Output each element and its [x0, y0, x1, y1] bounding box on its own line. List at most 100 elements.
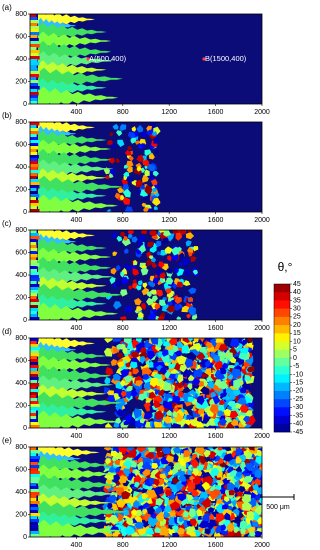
grain — [117, 447, 127, 452]
grain — [126, 385, 133, 393]
chill-grain — [30, 534, 39, 537]
chill-grain — [30, 170, 40, 174]
grain — [188, 296, 193, 302]
chill-grain — [30, 410, 37, 414]
chill-grain — [30, 188, 37, 192]
grain — [161, 349, 169, 357]
chill-grain — [30, 462, 38, 466]
grain — [245, 414, 256, 426]
grain — [165, 455, 174, 462]
x-tick-label: 400 — [71, 542, 83, 549]
grain — [111, 532, 119, 537]
colorbar-cell — [274, 349, 290, 359]
y-tick-label: 600 — [15, 249, 27, 256]
grain — [177, 374, 184, 384]
x-tick-label: 400 — [71, 217, 83, 224]
panel-label: (a) — [2, 3, 12, 12]
chill-grain — [30, 173, 38, 177]
chill-grain — [30, 65, 37, 69]
grain — [150, 338, 159, 345]
chill-grain — [30, 498, 37, 502]
chill-grain — [30, 80, 39, 84]
y-tick-label: 400 — [15, 272, 27, 279]
y-tick-label: 800 — [15, 227, 27, 234]
grain — [183, 280, 191, 286]
chill-grain — [30, 254, 38, 258]
grain — [176, 527, 184, 535]
y-tick-label: 600 — [15, 357, 27, 364]
chill-grain — [30, 230, 37, 234]
grain — [138, 235, 146, 242]
grain — [239, 519, 248, 530]
chill-grain — [30, 257, 37, 261]
chill-grain — [30, 278, 40, 282]
grain — [108, 494, 118, 503]
chill-grain — [30, 140, 40, 144]
x-tick-label: 1600 — [208, 325, 224, 332]
grain — [246, 510, 255, 518]
chill-grain — [30, 236, 40, 240]
chill-grain — [30, 32, 40, 36]
grain — [209, 398, 215, 406]
grain — [104, 376, 111, 385]
chill-grain — [30, 392, 38, 396]
grain — [231, 368, 242, 380]
annotation-label: A(500,400) — [89, 54, 127, 63]
grain — [208, 507, 215, 514]
grain — [193, 338, 199, 343]
grain — [233, 379, 242, 390]
grain — [179, 364, 187, 373]
grain — [147, 241, 154, 248]
grain — [126, 447, 135, 452]
grain — [120, 316, 127, 320]
grain — [135, 179, 143, 188]
chill-grain — [30, 200, 39, 204]
grain — [105, 366, 114, 377]
microstructure — [30, 14, 262, 104]
grain — [143, 374, 150, 380]
grain — [116, 453, 124, 460]
grain — [116, 498, 127, 508]
grain — [144, 149, 152, 156]
grain — [155, 497, 164, 506]
grain — [113, 421, 120, 428]
grain — [178, 230, 186, 235]
chill-grain — [30, 245, 37, 249]
grain — [214, 455, 221, 462]
grain — [249, 491, 256, 499]
colorbar-tick-label: -10 — [293, 371, 303, 378]
grain — [227, 482, 236, 491]
grain — [245, 410, 253, 417]
grain — [187, 338, 193, 342]
grain — [209, 513, 215, 521]
chill-grain — [30, 284, 40, 288]
grain — [131, 236, 138, 243]
grain — [154, 303, 161, 311]
grain — [110, 359, 117, 366]
y-tick-label: 800 — [15, 335, 27, 342]
grain — [151, 187, 157, 192]
chill-grain — [30, 167, 38, 171]
grain — [166, 255, 172, 262]
grain — [158, 389, 165, 397]
grain — [225, 447, 232, 452]
grain — [159, 250, 167, 256]
grain — [133, 474, 142, 485]
grain — [203, 449, 211, 458]
grain — [108, 466, 115, 474]
grain — [106, 139, 114, 145]
grain — [165, 489, 172, 497]
grain — [145, 529, 155, 536]
grain — [177, 246, 182, 252]
grain — [186, 313, 192, 319]
annotation-point — [202, 57, 206, 61]
grain — [163, 504, 173, 514]
colorbar-tick-label: 20 — [293, 322, 301, 329]
chill-grain — [30, 86, 40, 90]
grain — [201, 481, 210, 491]
grain — [115, 408, 125, 417]
chill-grain — [30, 47, 37, 51]
panel: (d) 0 200 400 600 800 400 800 1200 1600 2000 — [2, 327, 270, 440]
grain — [156, 269, 163, 276]
colorbar-cell — [274, 284, 290, 293]
